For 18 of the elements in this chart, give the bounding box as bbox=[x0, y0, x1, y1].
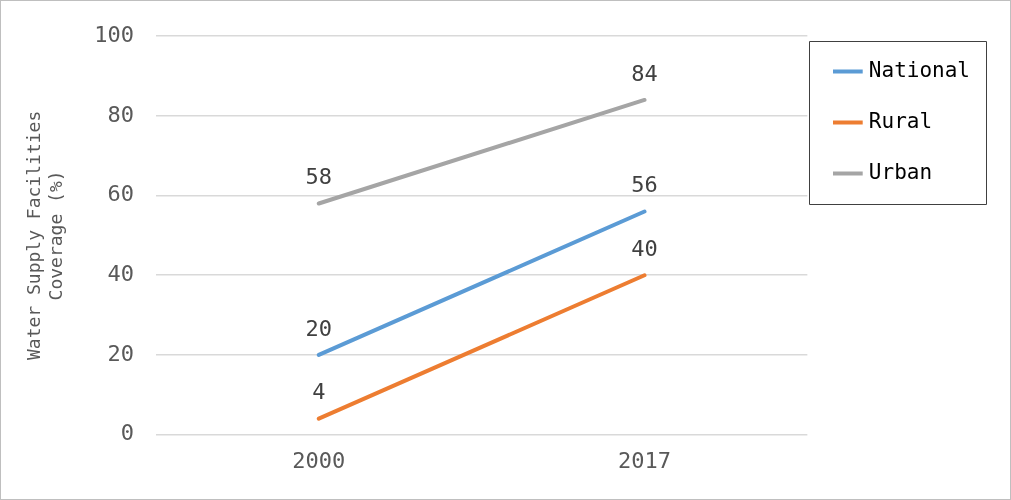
y-tick-label: 20 bbox=[107, 340, 134, 366]
legend-label: Urban bbox=[868, 159, 933, 184]
y-axis-title: Water Supply Facilities Coverage (%) bbox=[23, 110, 67, 361]
data-label: 84 bbox=[631, 60, 658, 86]
data-label: 56 bbox=[631, 172, 658, 198]
data-label: 58 bbox=[305, 164, 333, 190]
y-tick-label: 80 bbox=[107, 101, 134, 127]
data-label: 20 bbox=[305, 315, 333, 341]
x-tick-label: 2017 bbox=[618, 447, 671, 473]
y-tick-label: 40 bbox=[107, 260, 134, 286]
y-tick-label: 60 bbox=[107, 181, 134, 207]
legend-label: Rural bbox=[868, 108, 933, 133]
x-tick-label: 2000 bbox=[292, 447, 346, 473]
legend-label: National bbox=[868, 57, 971, 82]
y-tick-label: 0 bbox=[120, 420, 134, 446]
data-label: 4 bbox=[312, 379, 326, 405]
data-label: 40 bbox=[631, 235, 658, 261]
y-tick-label: 100 bbox=[94, 21, 134, 47]
